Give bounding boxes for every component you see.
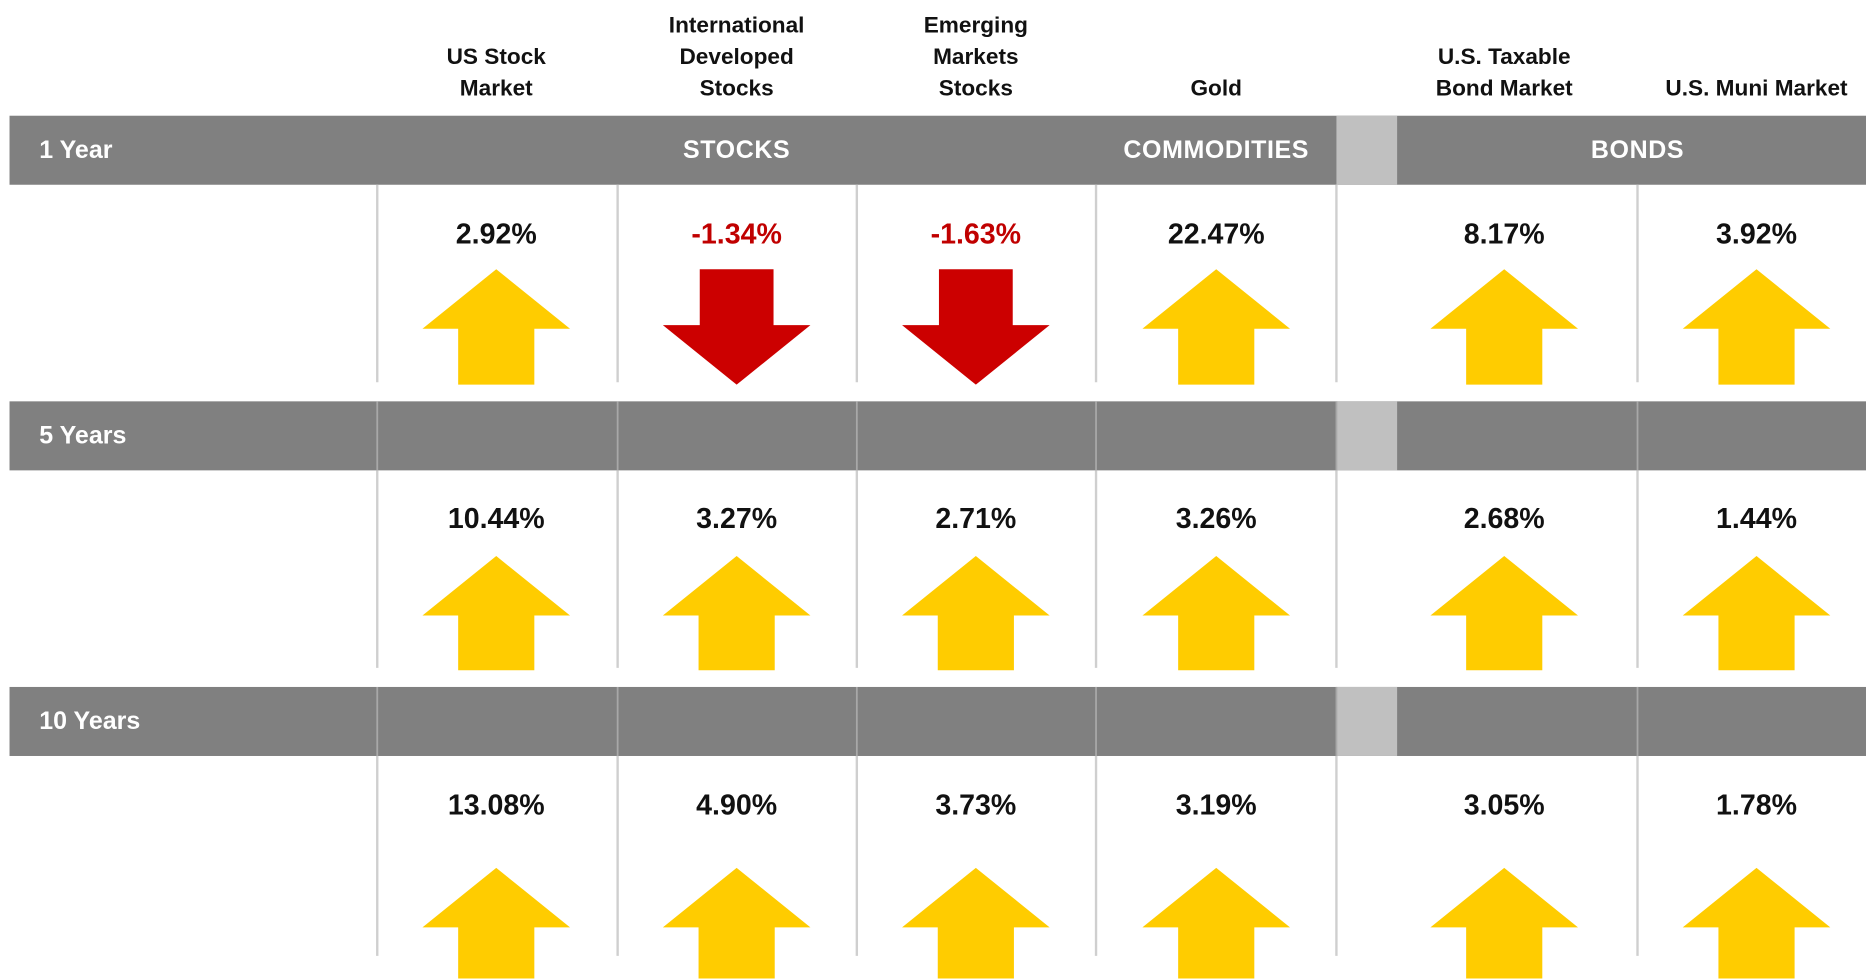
up-arrow [662,867,811,979]
return-value: -1.63% [931,218,1021,250]
period-band [9,115,1866,185]
down-arrow [662,269,811,385]
up-arrow [1682,556,1831,671]
gap-band [1336,401,1398,471]
column-header: Market [460,76,533,101]
period-label: 1 Year [39,136,112,164]
return-value: 13.08% [448,790,545,822]
gap-band [1336,115,1398,185]
return-value: 3.26% [1176,503,1257,535]
up-arrow [1142,867,1291,979]
column-header: Bond Market [1436,76,1573,101]
return-value: 3.27% [696,503,777,535]
column-header: International [669,12,805,37]
up-arrow [1142,269,1291,385]
up-arrow [422,867,571,979]
column-header: Emerging [924,12,1028,37]
return-value: 1.44% [1716,503,1797,535]
gap-band [1336,686,1398,756]
group-label: STOCKS [683,136,790,164]
up-arrow [1430,269,1579,385]
column-header: Gold [1190,76,1242,101]
return-value: 22.47% [1168,218,1265,250]
column-header: Stocks [939,76,1013,101]
up-arrow [1142,556,1291,671]
up-arrow [1430,867,1579,979]
up-arrow [902,556,1050,671]
group-label: BONDS [1591,136,1684,164]
column-header: Markets [933,44,1018,69]
period-label: 10 Years [39,707,140,735]
return-value: 3.92% [1716,218,1797,250]
return-value: 2.71% [935,503,1016,535]
column-header: U.S. Taxable [1438,44,1571,69]
up-arrow [1430,556,1579,671]
group-label: COMMODITIES [1123,136,1309,164]
period-band [9,686,1866,756]
period-band [9,401,1866,471]
up-arrow [662,556,811,671]
return-value: 3.73% [935,790,1016,822]
return-value: -1.34% [691,218,781,250]
column-header: US Stock [447,44,547,69]
return-value: 8.17% [1464,218,1545,250]
down-arrow [902,269,1050,385]
column-header: Stocks [700,76,774,101]
up-arrow [1682,867,1831,979]
period-label: 5 Years [39,422,126,450]
column-header: U.S. Muni Market [1665,76,1848,101]
return-value: 2.68% [1464,503,1545,535]
return-value: 3.05% [1464,790,1545,822]
up-arrow [422,269,571,385]
column-header: Developed [679,44,793,69]
up-arrow [422,556,571,671]
return-value: 1.78% [1716,790,1797,822]
up-arrow [902,867,1050,979]
return-value: 4.90% [696,790,777,822]
return-value: 3.19% [1176,790,1257,822]
up-arrow [1682,269,1831,385]
return-value: 10.44% [448,503,545,535]
return-value: 2.92% [456,218,537,250]
